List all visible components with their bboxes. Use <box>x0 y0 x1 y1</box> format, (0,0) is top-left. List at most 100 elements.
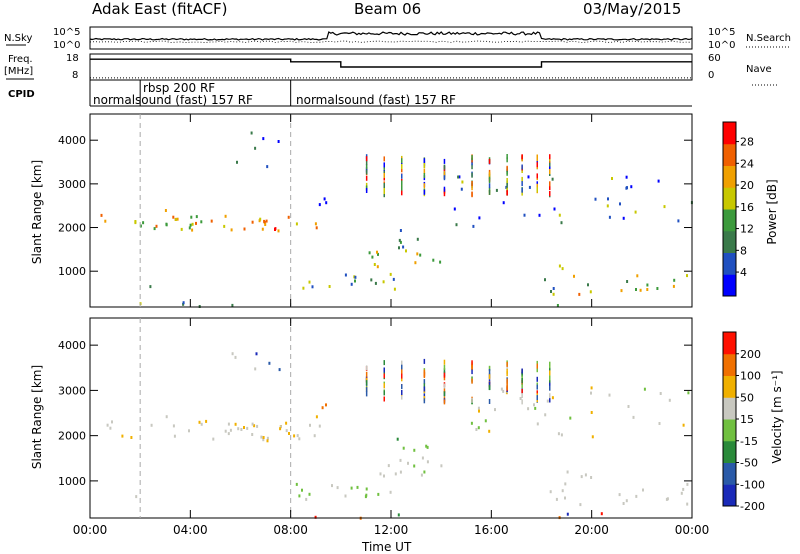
velocity-panel-echo <box>172 424 175 428</box>
velocity-panel-streak <box>423 373 426 378</box>
power-panel-echo <box>210 219 213 223</box>
power-panel-streak <box>521 154 523 160</box>
power-panel-streak <box>383 183 385 188</box>
velocity-panel-echo <box>279 425 282 429</box>
velocity-panel-echo <box>399 458 402 462</box>
power-panel-echo <box>314 222 317 226</box>
velocity-panel-echo <box>627 405 630 408</box>
power-ylabel: Slant Range [km] <box>30 159 44 265</box>
power-panel-echo <box>552 292 555 296</box>
power-panel-ytick-label: 1000 <box>58 265 86 278</box>
velocity-panel-streak <box>536 360 538 366</box>
power-panel-echo <box>472 224 475 228</box>
power-panel-echo <box>611 177 613 180</box>
velocity-panel-echo <box>266 439 269 443</box>
velocity-panel-echo <box>121 434 124 438</box>
velocity-panel-colorbar-seg <box>723 462 736 485</box>
velocity-panel-echo <box>150 423 153 427</box>
power-panel-streak <box>423 168 426 174</box>
velocity-panel-echo <box>590 411 593 414</box>
velocity-panel-streak <box>488 399 491 404</box>
power-panel-echo <box>528 185 531 189</box>
freq-rtick-top: 60 <box>708 53 721 64</box>
velocity-panel-echo <box>246 426 249 430</box>
power-panel-echo <box>553 207 556 211</box>
power-panel-echo <box>625 175 628 179</box>
velocity-panel-frame <box>89 317 693 519</box>
velocity-panel-echo <box>579 503 582 507</box>
power-panel-echo <box>672 284 675 288</box>
velocity-panel-echo <box>475 428 478 431</box>
velocity-panel-echo <box>278 368 281 372</box>
power-panel-echo <box>350 282 353 286</box>
power-panel-echo <box>265 219 268 223</box>
velocity-panel-streak <box>423 369 426 375</box>
power-panel-streak <box>423 163 426 168</box>
velocity-panel-colorbar-seg <box>723 375 736 398</box>
power-panel-echo <box>251 220 254 224</box>
power-panel-echo <box>354 275 357 279</box>
velocity-panel-streak <box>521 393 523 398</box>
power-panel-streak <box>506 178 508 183</box>
xtick-label: 04:00 <box>173 523 208 537</box>
power-panel-echo <box>174 218 177 221</box>
velocity-panel-echo <box>557 432 560 436</box>
power-panel-ytick-label: 2000 <box>58 222 86 235</box>
power-panel-echo <box>551 177 554 181</box>
velocity-panel-ytick-label: 3000 <box>58 384 86 397</box>
velocity-panel-echo <box>484 419 487 423</box>
velocity-panel-echo <box>336 486 339 490</box>
freq-line <box>90 58 692 68</box>
power-panel-colorbar-tick-label: 12 <box>740 223 754 236</box>
velocity-panel-colorbar-seg <box>723 419 736 442</box>
velocity-panel-streak <box>521 383 523 389</box>
velocity-panel-echo <box>298 437 301 441</box>
velocity-panel-echo <box>285 429 288 433</box>
velocity-panel-echo <box>205 419 208 423</box>
velocity-panel-echo <box>255 352 258 356</box>
velocity-panel-streak <box>549 379 551 385</box>
power-panel-echo <box>432 258 435 262</box>
velocity-panel-echo <box>212 437 215 441</box>
power-panel-echo <box>573 274 575 278</box>
power-panel-echo <box>149 285 152 289</box>
power-panel-echo <box>458 175 461 179</box>
velocity-panel-echo <box>350 486 353 490</box>
velocity-panel-streak <box>383 360 385 366</box>
velocity-panel-streak <box>506 361 508 367</box>
velocity-panel-echo <box>668 398 671 402</box>
velocity-panel-echo <box>622 502 625 505</box>
power-panel-echo <box>502 201 505 205</box>
velocity-panel-echo <box>687 391 690 395</box>
velocity-panel-echo <box>534 406 537 410</box>
power-panel-streak <box>423 158 426 164</box>
velocity-panel-colorbar-seg <box>723 353 736 376</box>
power-panel-streak <box>423 183 426 189</box>
velocity-panel-streak <box>488 374 491 380</box>
power-panel-streak <box>401 164 403 169</box>
velocity-panel-echo <box>188 429 190 433</box>
power-panel-streak <box>365 160 368 166</box>
velocity-panel-echo <box>618 493 621 497</box>
power-panel-echo <box>646 283 649 287</box>
power-panel-echo <box>254 146 257 150</box>
power-panel-streak <box>488 183 491 189</box>
power-panel-echo <box>328 285 331 288</box>
power-panel-colorbar-seg <box>723 252 736 275</box>
power-panel-echo <box>505 185 508 189</box>
power-panel-colorbar-tick-label: 20 <box>740 179 754 192</box>
velocity-panel-streak <box>383 367 385 373</box>
velocity-panel-colorbar-tick-label: 200 <box>740 348 761 361</box>
power-panel-echo <box>134 221 137 225</box>
velocity-panel-echo <box>234 355 237 359</box>
velocity-panel-echo <box>423 470 426 474</box>
cpid-label-2: rbsp 200 RF <box>143 81 216 95</box>
velocity-panel-streak <box>365 380 368 386</box>
velocity-panel-echo <box>402 446 405 450</box>
noise-panel-frame <box>89 26 693 50</box>
velocity-panel-streak <box>423 398 426 404</box>
xtick-label: 12:00 <box>374 523 409 537</box>
power-panel-colorbar-tick-label: 24 <box>740 157 754 170</box>
plot-title: Adak East (fitACF) <box>92 0 228 18</box>
velocity-panel-streak <box>471 360 473 366</box>
